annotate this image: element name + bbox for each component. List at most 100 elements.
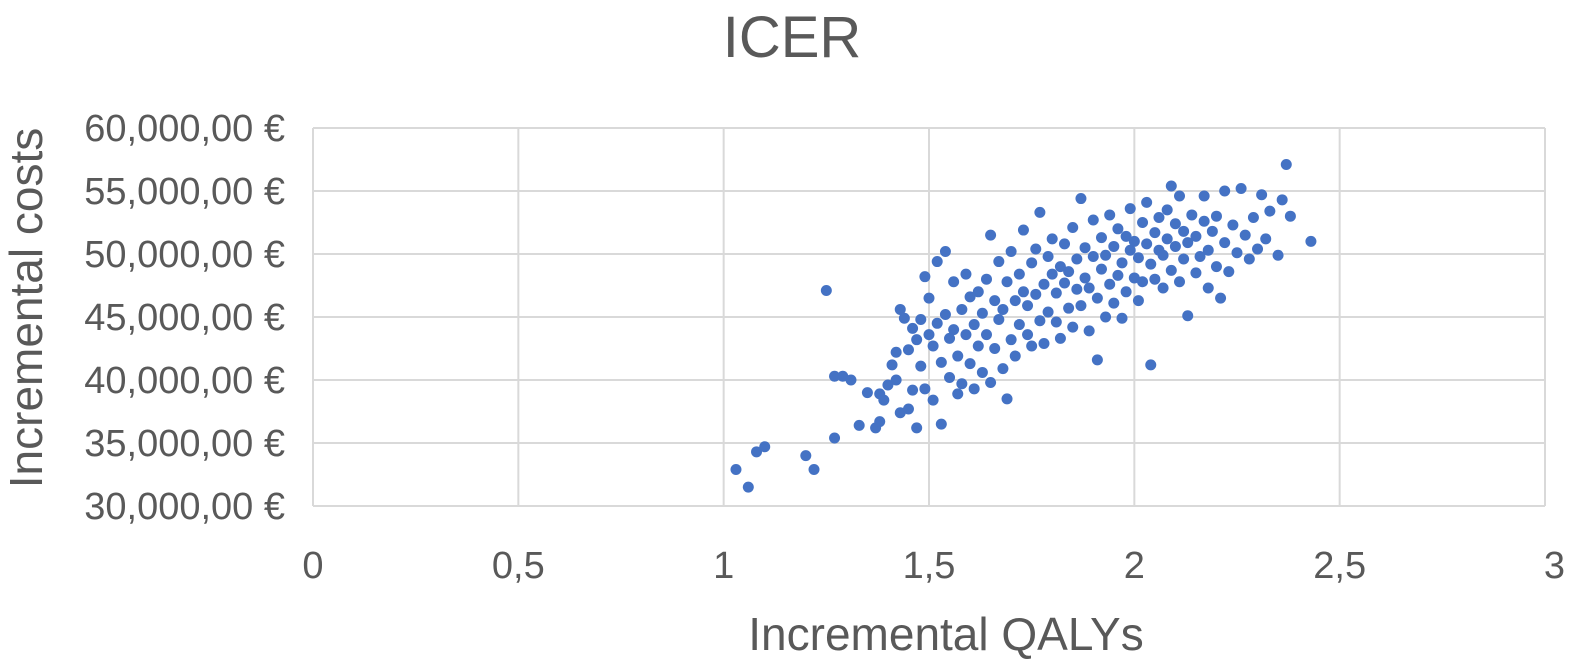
- data-point: [1227, 219, 1239, 231]
- data-point: [1137, 217, 1149, 228]
- data-point: [1169, 240, 1181, 252]
- data-point: [902, 403, 914, 415]
- data-point: [1161, 204, 1173, 216]
- data-point: [1042, 251, 1054, 263]
- data-point: [1157, 282, 1169, 294]
- data-point: [931, 317, 943, 329]
- data-point: [1174, 276, 1186, 288]
- data-point: [935, 418, 947, 430]
- data-point: [1001, 276, 1013, 288]
- data-point: [1071, 283, 1083, 295]
- data-point: [1059, 238, 1071, 250]
- data-point: [1280, 159, 1292, 171]
- data-point: [980, 329, 992, 341]
- y-tick-label: 45,000,00 €: [84, 297, 285, 339]
- data-point: [890, 374, 902, 386]
- data-point: [985, 377, 997, 389]
- data-point: [1120, 286, 1132, 298]
- data-point: [1223, 266, 1235, 278]
- data-point: [1005, 334, 1017, 346]
- data-point: [820, 285, 832, 297]
- data-point: [1178, 253, 1190, 265]
- data-point: [1112, 223, 1124, 235]
- data-point: [911, 334, 923, 346]
- data-point: [1079, 242, 1091, 254]
- data-point: [1116, 257, 1128, 269]
- data-point: [1149, 273, 1161, 285]
- data-point: [751, 446, 763, 458]
- data-point: [1013, 319, 1025, 331]
- data-point: [1100, 249, 1112, 261]
- data-point: [985, 229, 997, 241]
- data-point: [1165, 264, 1177, 276]
- data-point: [1186, 209, 1198, 221]
- data-point: [960, 268, 972, 280]
- data-point: [1272, 249, 1284, 261]
- data-point: [1182, 310, 1194, 322]
- data-point: [1030, 288, 1042, 300]
- data-point: [1100, 311, 1112, 323]
- data-point: [1050, 316, 1062, 328]
- y-axis-title: Incremental costs: [0, 128, 52, 488]
- data-point: [1256, 189, 1268, 201]
- data-point: [1067, 321, 1079, 333]
- data-point: [1128, 235, 1140, 247]
- data-point: [1104, 278, 1116, 290]
- data-point: [742, 481, 754, 493]
- y-tick-label: 40,000,00 €: [84, 360, 285, 402]
- data-point: [939, 308, 951, 320]
- y-tick-label: 55,000,00 €: [84, 171, 285, 213]
- data-point: [1022, 329, 1034, 341]
- data-point: [1009, 350, 1021, 362]
- y-tick-label: 60,000,00 €: [84, 108, 285, 150]
- y-axis-ticks: 30,000,00 € 35,000,00 € 40,000,00 € 45,000,…: [84, 108, 285, 528]
- data-point: [1202, 244, 1214, 256]
- data-point: [1210, 261, 1222, 273]
- data-point: [1022, 300, 1034, 312]
- data-point: [935, 356, 947, 368]
- data-point: [919, 383, 931, 395]
- data-point: [1075, 300, 1087, 312]
- data-point: [1190, 230, 1202, 242]
- data-point: [1050, 287, 1062, 299]
- data-point: [944, 371, 956, 383]
- data-point: [1091, 292, 1103, 304]
- data-point: [1124, 244, 1136, 256]
- data-point: [952, 350, 964, 362]
- data-point: [1141, 196, 1153, 208]
- data-point: [1252, 243, 1264, 255]
- data-point: [1215, 292, 1227, 304]
- data-point: [1087, 251, 1099, 263]
- data-point: [1116, 312, 1128, 324]
- data-point: [911, 422, 923, 434]
- data-point: [1083, 282, 1095, 294]
- data-point: [730, 463, 742, 475]
- data-point: [1038, 337, 1050, 349]
- data-point: [968, 319, 980, 331]
- data-point: [1075, 193, 1087, 205]
- data-point: [1231, 247, 1243, 259]
- x-tick-label: 2,5: [1313, 545, 1366, 587]
- data-point: [956, 378, 968, 390]
- data-point: [1054, 261, 1066, 273]
- data-point: [1063, 302, 1075, 314]
- data-point: [1210, 210, 1222, 222]
- data-point: [1194, 251, 1206, 263]
- data-point: [972, 286, 984, 298]
- data-point: [1247, 211, 1259, 223]
- data-point: [972, 340, 984, 352]
- data-point: [1157, 249, 1169, 261]
- data-point: [1219, 237, 1231, 249]
- data-point: [1013, 268, 1025, 280]
- data-point: [1284, 210, 1296, 222]
- data-point: [980, 273, 992, 285]
- y-tick-label: 30,000,00 €: [84, 486, 285, 528]
- data-point: [1305, 235, 1317, 247]
- data-point: [956, 303, 968, 315]
- data-point: [808, 463, 820, 475]
- data-point: [1161, 233, 1173, 245]
- data-point: [993, 314, 1005, 326]
- data-point: [894, 303, 906, 315]
- data-point: [952, 388, 964, 400]
